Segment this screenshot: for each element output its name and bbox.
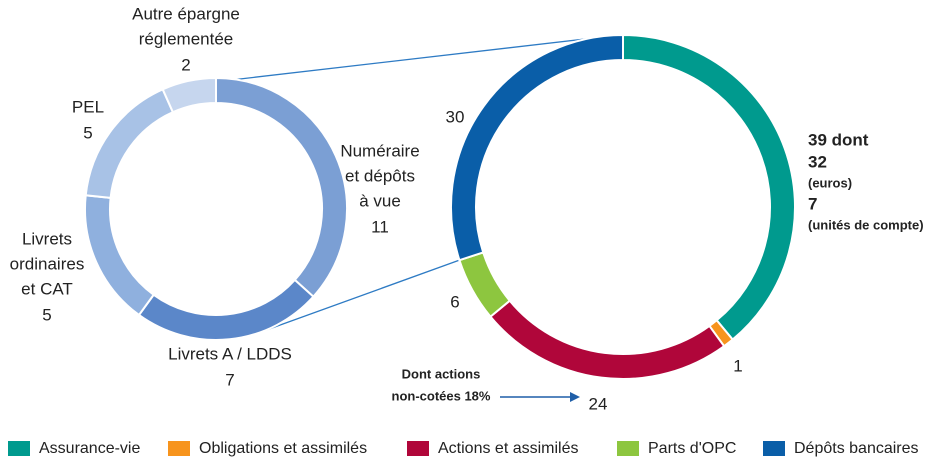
annotation-arrowhead: [570, 392, 580, 402]
connector: [265, 259, 460, 331]
legend-label: Parts d'OPC: [648, 440, 736, 457]
data-label: 39 dont: [808, 130, 869, 149]
donut-segment: [489, 299, 726, 380]
data-label: 6: [450, 292, 459, 311]
donut-segment: [450, 33, 624, 262]
annotation: Dont actions: [402, 366, 481, 381]
donut-segment: [622, 33, 796, 341]
donut-segment: [161, 76, 217, 114]
donut-segment: [137, 278, 315, 341]
legend-label: Actions et assimilés: [438, 440, 579, 457]
legend-swatch: [168, 441, 190, 456]
category-label: à vue: [359, 191, 401, 210]
data-label: 24: [589, 394, 608, 413]
data-label: 1: [733, 356, 742, 375]
donut-segment: [84, 194, 156, 317]
annotation: non-cotées 18%: [392, 388, 491, 403]
donut-segment: [458, 251, 512, 319]
breakdown-value: 32: [808, 152, 827, 171]
category-label: Numéraire: [340, 141, 419, 160]
category-label: Livrets: [22, 229, 72, 248]
data-label: 5: [42, 305, 51, 324]
category-label: PEL: [72, 97, 104, 116]
data-label: 11: [371, 217, 389, 236]
legend-label: Obligations et assimilés: [199, 440, 367, 457]
legend-swatch: [8, 441, 30, 456]
donut-segment: [215, 76, 348, 299]
connector: [235, 34, 620, 81]
category-label: ordinaires: [10, 254, 85, 273]
category-label: réglementée: [139, 29, 234, 48]
data-label: 2: [181, 55, 190, 74]
legend-swatch: [763, 441, 785, 456]
legend-swatch: [407, 441, 429, 456]
category-label: et CAT: [21, 279, 73, 298]
legend-label: Dépôts bancaires: [794, 440, 919, 457]
data-label: 5: [83, 123, 92, 142]
legend-label: Assurance-vie: [39, 440, 140, 457]
breakdown-label: (unités de compte): [808, 217, 924, 232]
breakdown-value: 7: [808, 194, 817, 213]
category-label: Autre épargne: [132, 4, 240, 23]
legend-swatch: [617, 441, 639, 456]
category-label: et dépôts: [345, 166, 415, 185]
data-label: 30: [446, 107, 465, 126]
data-label: 7: [225, 370, 234, 389]
category-label: Livrets A / LDDS: [168, 344, 292, 363]
breakdown-label: (euros): [808, 175, 852, 190]
